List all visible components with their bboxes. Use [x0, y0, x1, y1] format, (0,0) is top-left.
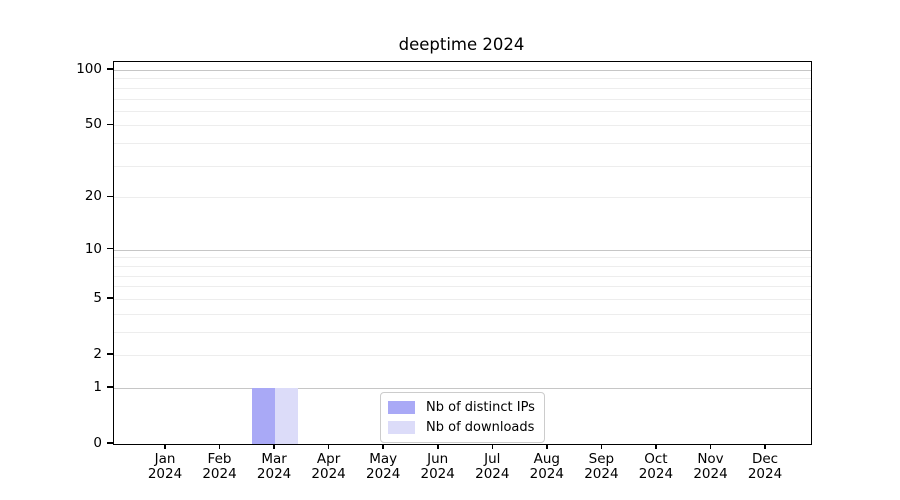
x-tick-month: Apr: [316, 451, 341, 467]
gridline-major: [114, 249, 811, 251]
y-tick-mark: [107, 442, 113, 444]
x-tick-month: Dec: [751, 451, 779, 467]
x-tick-mark: [382, 444, 384, 449]
gridline-minor: [114, 331, 811, 333]
gridline-minor: [114, 125, 811, 127]
gridline-minor: [114, 257, 811, 259]
x-tick-label: Aug 2024: [515, 452, 579, 482]
gridline-minor: [114, 298, 811, 300]
x-tick-label: May 2024: [351, 452, 415, 482]
x-tick-mark: [437, 444, 439, 449]
x-tick-mark: [164, 444, 166, 449]
y-tick-label: 0: [93, 435, 102, 451]
gridline-minor: [114, 143, 811, 145]
y-tick-mark: [107, 297, 113, 299]
x-tick-month: Jan: [154, 451, 176, 467]
x-tick-month: Jun: [427, 451, 449, 467]
y-axis: 0 1 2 5 10 20 50 100: [0, 61, 113, 451]
gridline-minor: [114, 78, 811, 80]
gridline-major: [114, 387, 811, 389]
gridline-minor: [114, 275, 811, 277]
x-tick-year: 2024: [202, 466, 237, 482]
gridline-minor: [114, 197, 811, 199]
bar-nb-of-distinct-ips: [252, 387, 276, 444]
x-tick-year: 2024: [638, 466, 674, 482]
x-tick-label: Dec 2024: [733, 452, 797, 482]
x-tick-mark: [327, 444, 330, 449]
x-tick-year: 2024: [747, 466, 783, 482]
y-tick-label: 100: [76, 61, 102, 77]
legend-label: Nb of distinct IPs: [426, 400, 535, 415]
x-tick-mark: [218, 444, 221, 449]
x-tick-label: Jan 2024: [133, 452, 197, 482]
y-tick-mark: [107, 353, 113, 355]
x-tick-month: Oct: [644, 451, 668, 467]
x-tick-year: 2024: [584, 466, 619, 482]
x-tick-month: May: [369, 451, 398, 467]
x-tick-label: Sep 2024: [569, 452, 633, 482]
gridline-minor: [114, 87, 811, 89]
x-tick-month: Jul: [484, 451, 501, 467]
x-tick-label: Feb 2024: [188, 452, 252, 482]
x-tick-year: 2024: [693, 466, 728, 482]
x-tick-mark: [600, 444, 603, 449]
y-tick-label: 10: [84, 240, 102, 257]
legend-item: Nb of distinct IPs: [388, 398, 535, 417]
y-tick-label: 1: [93, 378, 102, 395]
y-tick-label: 20: [84, 188, 102, 205]
y-tick-label: 50: [84, 116, 102, 133]
y-tick-mark: [107, 195, 113, 197]
x-tick-month: Nov: [697, 451, 724, 467]
x-axis: Jan 2024 Feb 2024 Mar 2024 Apr 2024 May 2024 Jun 20…: [113, 443, 810, 500]
x-tick-label: Jun 2024: [406, 452, 470, 482]
legend-swatch: [388, 421, 415, 434]
legend: Nb of distinct IPs Nb of downloads: [380, 392, 545, 443]
x-tick-month: Sep: [588, 451, 615, 467]
gridline-minor: [114, 286, 811, 288]
legend-item: Nb of downloads: [388, 418, 535, 437]
gridline-minor: [114, 265, 811, 267]
x-tick-mark: [655, 444, 657, 449]
y-tick-mark: [107, 123, 113, 126]
x-tick-year: 2024: [475, 466, 510, 482]
x-tick-mark: [491, 444, 493, 449]
x-tick-label: Jul 2024: [460, 452, 524, 482]
gridline-minor: [114, 165, 811, 167]
y-tick-mark: [107, 247, 113, 250]
gridline-major: [114, 70, 811, 72]
x-tick-label: Mar 2024: [242, 452, 306, 482]
x-tick-year: 2024: [147, 466, 183, 482]
x-tick-label: Oct 2024: [624, 452, 688, 482]
x-tick-year: 2024: [311, 466, 346, 482]
x-tick-year: 2024: [256, 466, 292, 482]
x-tick-month: Mar: [261, 451, 287, 467]
x-tick-year: 2024: [529, 466, 564, 482]
gridline-minor: [114, 313, 811, 315]
x-tick-mark: [764, 444, 766, 449]
x-tick-mark: [709, 444, 712, 449]
y-tick-mark: [107, 386, 113, 388]
gridline-minor: [114, 98, 811, 100]
legend-swatch: [388, 401, 415, 414]
bar-nb-of-downloads: [275, 387, 299, 444]
x-tick-label: Nov 2024: [679, 452, 743, 482]
x-tick-year: 2024: [420, 466, 455, 482]
y-tick-label: 5: [93, 289, 102, 306]
gridline-minor: [114, 110, 811, 112]
x-tick-month: Aug: [533, 451, 560, 467]
chart-title: deeptime 2024: [398, 35, 525, 54]
y-tick-label: 2: [93, 346, 102, 362]
x-tick-year: 2024: [366, 466, 401, 482]
x-tick-mark: [273, 444, 275, 449]
x-tick-mark: [546, 444, 548, 449]
legend-label: Nb of downloads: [426, 420, 535, 435]
gridline-minor: [114, 355, 811, 356]
y-tick-mark: [107, 68, 113, 70]
x-tick-month: Feb: [207, 451, 232, 467]
plot-area: Nb of distinct IPs Nb of downloads: [113, 61, 812, 445]
x-tick-label: Apr 2024: [297, 452, 361, 482]
